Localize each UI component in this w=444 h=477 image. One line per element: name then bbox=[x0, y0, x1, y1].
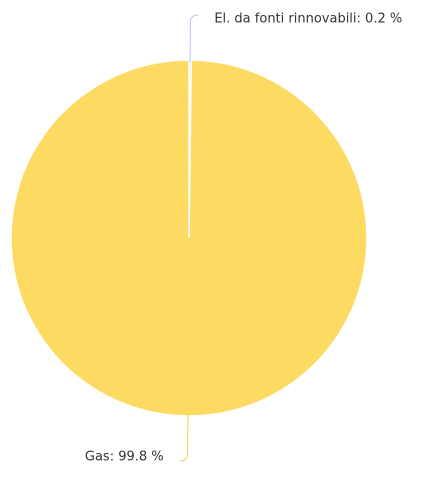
data-label: El. da fonti rinnovabili: 0.2 % bbox=[214, 12, 402, 27]
data-label: Gas: 99.8 % bbox=[85, 449, 164, 464]
leader-line bbox=[189, 14, 199, 63]
leader-line bbox=[179, 413, 189, 462]
pie-slice bbox=[10, 59, 368, 417]
